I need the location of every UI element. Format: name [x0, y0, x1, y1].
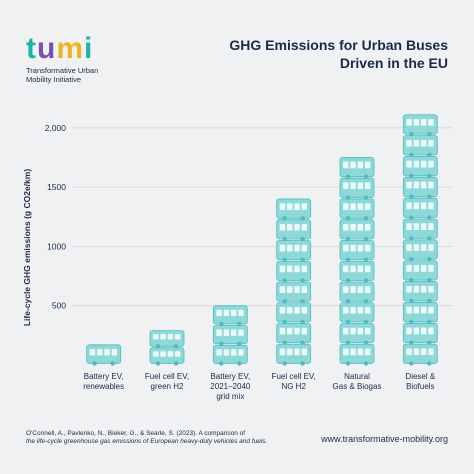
logo-letter-u: u [37, 32, 57, 65]
category-labels: Battery EV, renewables Fuel cell EV, green … [83, 372, 436, 401]
logo-subtitle-line1: Transformative Urban [26, 66, 99, 75]
bus-icon [212, 325, 248, 346]
bus-icon [276, 343, 312, 366]
bar [86, 344, 122, 366]
logo-subtitle: Transformative Urban Mobility Initiative [26, 66, 98, 84]
bus-icon [276, 281, 312, 304]
grid-lines [72, 127, 452, 307]
bus-icon [402, 260, 438, 283]
tumi-logo: tumi Transformative Urban Mobility Initi… [26, 34, 98, 85]
website-link[interactable]: www.transformative-mobility.org [321, 434, 448, 444]
bus-icon [402, 218, 438, 241]
bus-icon [339, 302, 375, 325]
category-label: Diesel & Biofuels [405, 372, 435, 391]
y-tick-label: 1000 [47, 241, 66, 251]
y-tick-label: 1500 [47, 182, 66, 192]
bus-icon [402, 176, 438, 199]
bars [86, 114, 438, 366]
citation: O'Connell, A., Pavlenko, N., Bieker, G.,… [26, 430, 306, 446]
bus-icon [276, 302, 312, 325]
y-tick-label: 2,000 [45, 123, 67, 133]
chart-title: GHG Emissions for Urban Buses Driven in … [208, 36, 448, 72]
logo-letter-m: m [56, 32, 85, 65]
bus-icon [339, 177, 375, 200]
citation-line1: O'Connell, A., Pavlenko, N., Bieker, G.,… [26, 430, 246, 437]
bus-icon [276, 240, 312, 262]
bus-icon [149, 330, 185, 349]
category-label: Fuel cell EV, NG H2 [272, 372, 316, 391]
category-label: Battery EV, renewables [83, 372, 124, 391]
bus-icon [276, 260, 312, 283]
citation-line2: the life-cycle greenhouse gas emissions … [26, 438, 268, 445]
bar [212, 305, 248, 366]
y-axis-label: Life-cycle GHG emissions (g CO2e/km) [22, 169, 32, 326]
bus-icon [86, 344, 122, 366]
bus-icon [339, 240, 375, 262]
category-label: Fuel cell EV, green H2 [145, 372, 189, 391]
bus-icon [276, 198, 312, 221]
chart-title-line2: Driven in the EU [339, 55, 448, 71]
bus-icon [276, 323, 312, 345]
bus-icon [276, 219, 312, 242]
bus-icon [339, 198, 375, 221]
bus-icon [339, 219, 375, 242]
bus-icon [149, 347, 185, 366]
y-tick-labels: 500 1000 1500 2,000 [45, 123, 67, 311]
bus-icon [402, 135, 438, 158]
bar [339, 157, 375, 366]
bus-icon [339, 260, 375, 283]
category-label: Natural Gas & Biogas [333, 372, 382, 391]
bar [149, 330, 185, 366]
bus-icon [402, 156, 438, 179]
bus-icon [402, 302, 438, 324]
bus-icon [402, 114, 438, 137]
chart-title-line1: GHG Emissions for Urban Buses [229, 37, 448, 53]
logo-letter-i: i [84, 32, 94, 65]
bar [276, 198, 312, 366]
bus-icon [339, 157, 375, 179]
category-label: Battery EV, 2021–2040 grid mix [210, 372, 251, 401]
logo-letter-t: t [26, 32, 37, 65]
bus-icon [402, 281, 438, 304]
logo-subtitle-line2: Mobility Initiative [26, 75, 82, 84]
bus-icon [402, 343, 438, 366]
bus-icon [402, 239, 438, 262]
bus-icon [339, 281, 375, 304]
y-tick-label: 500 [52, 301, 66, 311]
bar [402, 114, 438, 366]
bus-icon [339, 343, 375, 366]
bus-icon [212, 344, 248, 366]
bus-icon [212, 305, 248, 327]
bus-icon [402, 322, 438, 345]
bus-icon [402, 197, 438, 220]
bus-icon [339, 323, 375, 345]
logo-wordmark: tumi [26, 34, 98, 64]
